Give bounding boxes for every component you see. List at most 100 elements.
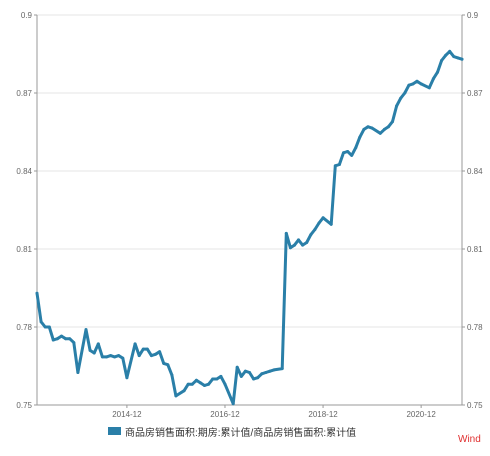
data-point: [305, 241, 309, 244]
legend-label: 商品房销售面积:期房:累计值/商品房销售面积:累计值: [125, 427, 357, 439]
series-layer: [35, 49, 464, 406]
data-point: [39, 320, 43, 324]
data-point: [337, 163, 341, 166]
data-point: [125, 376, 129, 380]
data-point: [395, 104, 399, 108]
gridlines: [37, 14, 462, 406]
data-point: [248, 371, 251, 374]
data-point: [268, 369, 272, 373]
data-point: [154, 352, 157, 356]
data-point: [403, 91, 407, 95]
data-point: [415, 79, 419, 83]
data-point: [452, 55, 456, 59]
data-point: [76, 371, 80, 374]
data-point: [149, 354, 153, 358]
data-point: [301, 243, 305, 247]
wind-watermark: Wind: [458, 434, 481, 445]
data-point: [190, 382, 194, 386]
x-tick-label: 2020-12: [406, 410, 436, 419]
y-tick-label-left: 0.81: [16, 245, 32, 254]
data-point: [354, 146, 358, 150]
data-point: [309, 233, 313, 237]
data-point: [68, 337, 72, 341]
data-point: [170, 373, 174, 377]
data-point: [223, 382, 227, 386]
data-point: [386, 125, 390, 129]
data-point: [105, 355, 108, 359]
data-point: [215, 377, 219, 381]
data-point: [391, 120, 394, 124]
y-tick-label-right: 0.81: [467, 245, 483, 254]
data-point: [117, 354, 121, 358]
y-tick-label-right: 0.75: [467, 401, 483, 410]
data-point: [182, 389, 186, 393]
data-point: [174, 394, 178, 398]
data-point: [243, 369, 247, 373]
data-point: [207, 382, 211, 386]
data-point: [256, 376, 260, 380]
data-point: [399, 96, 403, 100]
data-point: [219, 374, 223, 378]
y-tick-label-left: 0.9: [21, 11, 33, 20]
data-point: [60, 334, 63, 338]
y-tick-label-left: 0.75: [16, 401, 32, 410]
data-point: [293, 243, 296, 247]
data-point: [158, 350, 162, 354]
data-point: [280, 367, 284, 371]
y-axis-left: 0.75 0.78 0.81 0.84 0.87 0.9: [16, 11, 32, 410]
data-point: [321, 216, 325, 220]
y-tick-label-left: 0.84: [16, 167, 32, 176]
y-tick-label-right: 0.84: [467, 167, 483, 176]
data-point: [186, 382, 190, 386]
legend: 商品房销售面积:期房:累计值/商品房销售面积:累计值: [108, 424, 357, 439]
data-point: [43, 325, 47, 329]
data-point: [100, 355, 104, 359]
data-point: [329, 222, 333, 226]
data-point: [239, 374, 243, 378]
x-tick-label: 2018-12: [308, 410, 338, 419]
y-tick-label-right: 0.87: [467, 89, 483, 98]
data-point: [460, 57, 464, 61]
data-point: [121, 356, 125, 360]
x-tick-label: 2016-12: [210, 410, 240, 419]
data-point: [109, 354, 113, 358]
data-point: [419, 82, 423, 86]
data-point: [84, 328, 88, 332]
data-point: [141, 347, 145, 351]
data-point: [407, 83, 411, 87]
data-point: [366, 125, 370, 129]
data-point: [342, 151, 345, 155]
y-tick-label-left: 0.78: [16, 323, 32, 332]
data-point: [47, 325, 51, 329]
data-point: [133, 342, 137, 346]
data-point: [203, 384, 206, 387]
data-point: [113, 355, 117, 359]
data-point: [346, 150, 350, 153]
data-point: [199, 381, 202, 385]
x-tick-label: 2014-12: [112, 410, 142, 419]
y-tick-label-left: 0.87: [16, 89, 32, 98]
data-point: [92, 351, 96, 355]
series-line: [35, 49, 464, 406]
data-point: [382, 127, 386, 131]
axes: [34, 14, 465, 408]
data-point: [264, 371, 268, 374]
data-point: [231, 402, 235, 406]
data-point: [436, 70, 439, 74]
legend-swatch: [108, 427, 121, 435]
data-point: [313, 228, 317, 231]
data-point: [350, 153, 354, 157]
data-point: [456, 56, 460, 60]
data-point: [317, 221, 321, 225]
data-point: [370, 126, 374, 130]
data-point: [440, 59, 444, 62]
data-point: [272, 368, 276, 372]
data-point: [284, 231, 288, 235]
x-axis: 2014-12 2016-12 2018-12 2020-12: [112, 410, 436, 419]
data-point: [166, 363, 170, 367]
data-point: [145, 347, 149, 351]
data-point: [362, 127, 366, 131]
data-point: [162, 361, 166, 365]
data-point: [96, 342, 100, 346]
data-point: [297, 238, 300, 242]
